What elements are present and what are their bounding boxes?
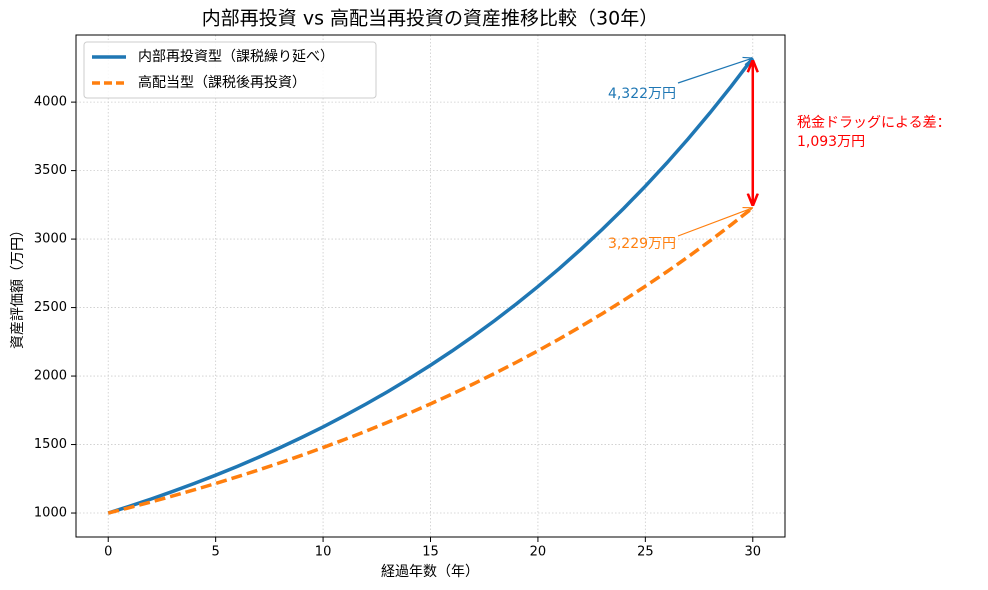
y-tick-label: 1500 [34, 437, 67, 452]
series-line [107, 206, 754, 515]
annotation: 税金ドラッグによる差： [797, 115, 951, 131]
annotation-arrow [677, 58, 753, 84]
annotation: 3,229万円 [608, 236, 676, 252]
annotation: 1,093万円 [797, 134, 865, 150]
legend-box [83, 41, 377, 99]
x-tick-label: 30 [744, 545, 761, 560]
x-tick-label: 25 [637, 545, 654, 560]
y-tick-label: 3000 [34, 232, 67, 247]
x-tick-label: 10 [315, 545, 332, 560]
y-tick-label: 4000 [34, 95, 67, 110]
y-tick-label: 1000 [34, 506, 67, 521]
x-tick-label: 5 [212, 545, 220, 560]
x-tick-label: 15 [422, 545, 439, 560]
annotation-arrow [677, 208, 753, 237]
plot-frame [75, 34, 786, 538]
annotation: 4,322万円 [608, 86, 676, 102]
y-tick-label: 3500 [34, 163, 67, 178]
x-tick-label: 0 [104, 545, 112, 560]
chart-title: 内部再投資 vs 高配当再投資の資産推移比較（30年） [202, 8, 658, 30]
legend-label: 内部再投資型（課税繰り延べ） [138, 49, 334, 65]
y-tick-label: 2000 [34, 369, 67, 384]
y-tick-label: 2500 [34, 300, 67, 315]
y-axis-label: 資産評価額（万円） [10, 223, 26, 349]
legend-label: 高配当型（課税後再投資） [138, 74, 306, 91]
x-axis-label: 経過年数（年） [381, 564, 479, 580]
series-line [107, 56, 755, 515]
x-tick-label: 20 [530, 545, 547, 560]
